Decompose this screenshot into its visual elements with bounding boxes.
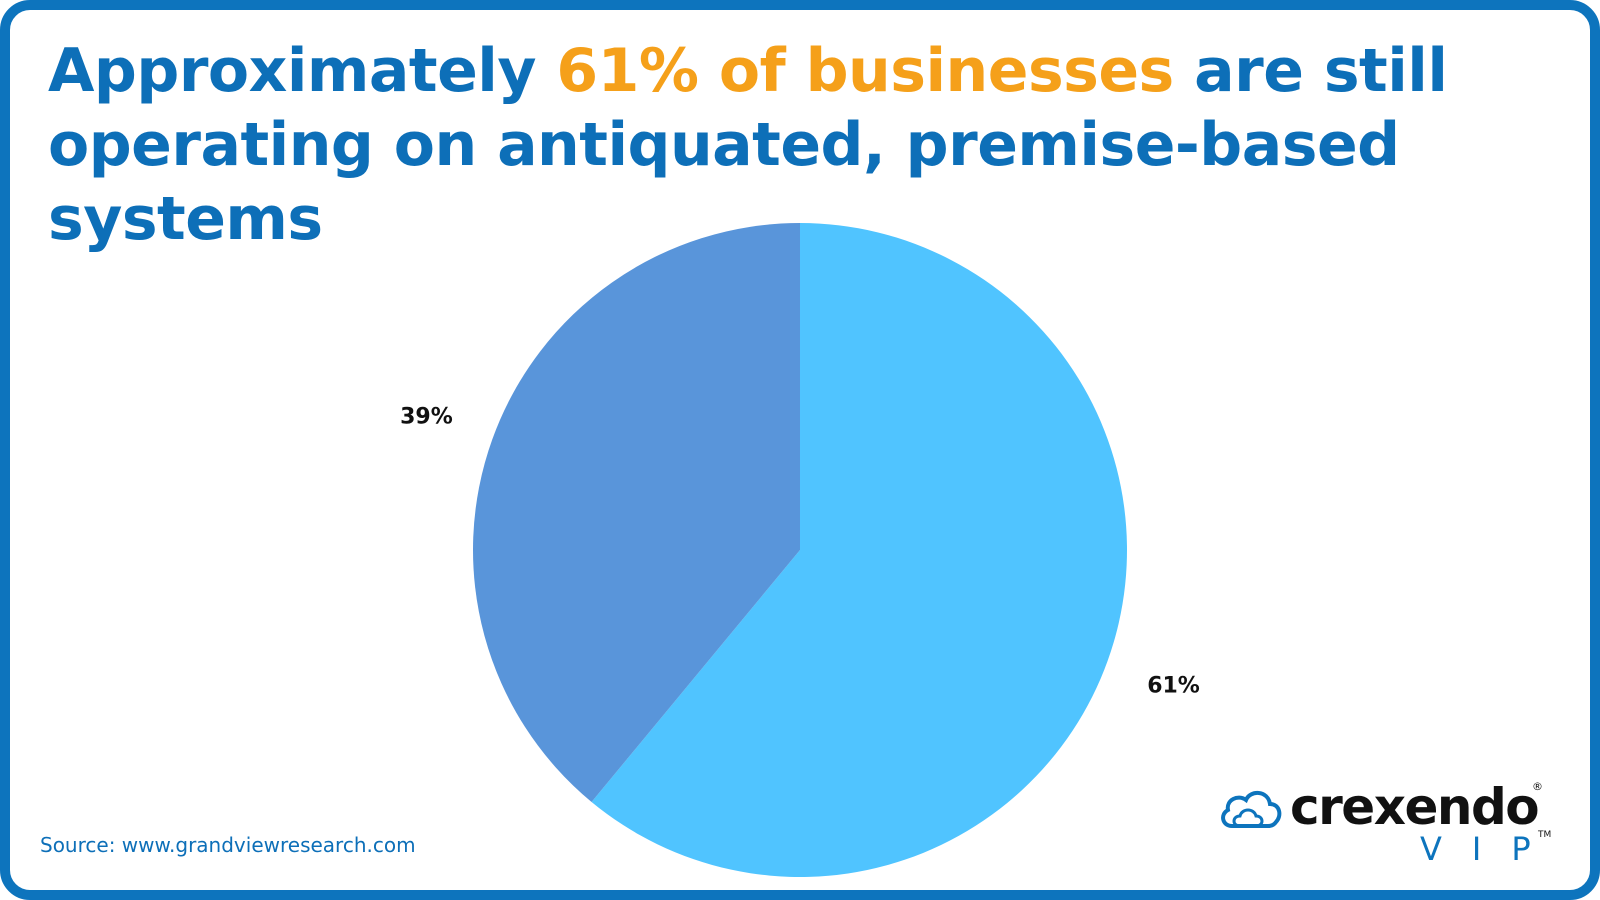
trademark-mark: TM bbox=[1538, 830, 1552, 840]
slice-label-2: 39% bbox=[400, 405, 453, 430]
crexendo-logo: crexendo ® VIP TM bbox=[1210, 770, 1570, 870]
headline-end: are still operating on antiquated, premi… bbox=[48, 36, 1448, 254]
pie-slices bbox=[473, 223, 1128, 878]
logo-vip: VIP bbox=[1420, 830, 1561, 868]
logo-wordmark: crexendo bbox=[1290, 778, 1540, 836]
registered-mark: ® bbox=[1532, 780, 1543, 793]
slice-label-1: 61% bbox=[1147, 673, 1200, 698]
pie-labels: 61% 39% bbox=[400, 405, 1200, 699]
headline: Approximately 61% of businesses are stil… bbox=[48, 34, 1528, 256]
cloud-icon bbox=[1221, 791, 1282, 828]
headline-highlight: 61% of businesses bbox=[556, 36, 1174, 106]
headline-start: Approximately bbox=[48, 36, 557, 106]
pie-slice-2 bbox=[473, 223, 800, 802]
pie-slice-1 bbox=[591, 223, 1128, 878]
source-citation: Source: www.grandviewresearch.com bbox=[40, 833, 416, 857]
